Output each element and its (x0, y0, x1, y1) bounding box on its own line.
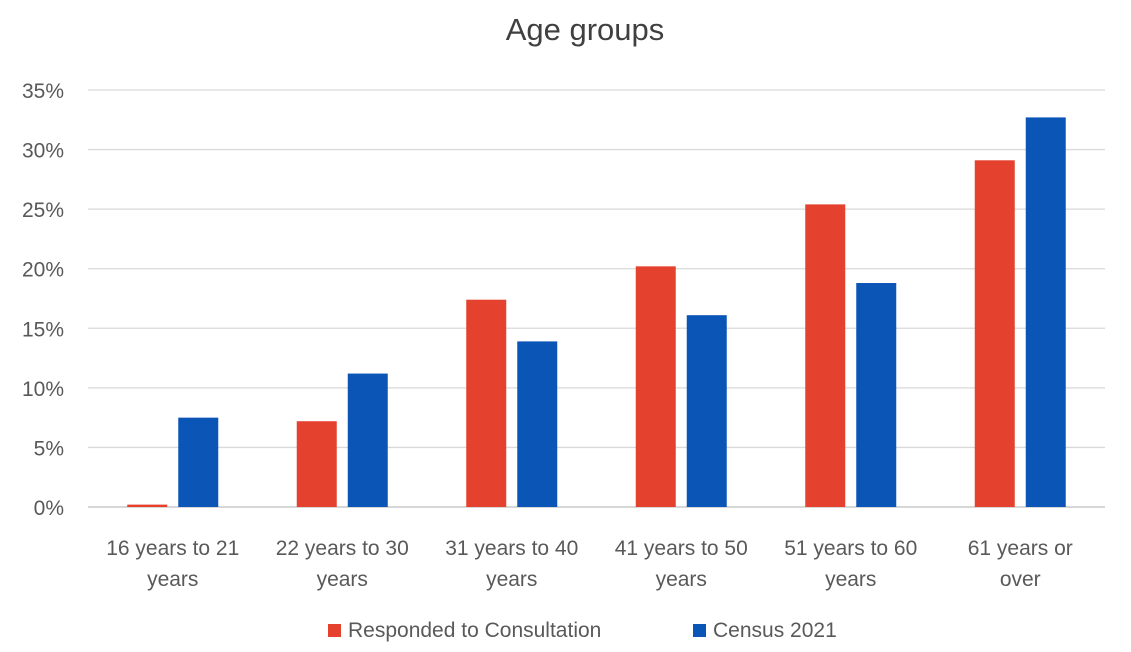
x-tick-label: 41 years to 50 (615, 537, 748, 560)
legend-swatch (328, 624, 341, 637)
bar-census (1025, 117, 1066, 507)
y-tick-label: 35% (22, 80, 64, 103)
x-tick-label: 22 years to 30 (276, 537, 409, 560)
bar-responded (805, 204, 846, 507)
chart-title: Age groups (506, 12, 665, 47)
gridlines (88, 89, 1105, 508)
bar-census (856, 283, 897, 507)
legend-swatch (693, 624, 706, 637)
x-tick-label: 51 years to 60 (784, 537, 917, 560)
y-tick-label: 10% (22, 378, 64, 401)
x-tick-label: years (825, 568, 876, 591)
legend: Responded to Consultation Census 2021 (328, 619, 837, 642)
x-axis: 16 years to 21 years 22 years to 30 years 31… (106, 537, 1073, 591)
x-tick-label: over (1000, 568, 1041, 591)
y-tick-label: 20% (22, 259, 64, 282)
x-tick-label: years (147, 568, 198, 591)
x-tick-label: 31 years to 40 (445, 537, 578, 560)
bar-census (686, 315, 727, 507)
y-tick-label: 5% (34, 437, 64, 460)
bar-responded (635, 266, 676, 507)
bar-responded (974, 160, 1015, 507)
bar-responded (127, 504, 168, 507)
bars (127, 117, 1066, 507)
y-tick-label: 0% (34, 497, 64, 520)
y-tick-label: 30% (22, 140, 64, 163)
x-tick-label: years (317, 568, 368, 591)
legend-label: Responded to Consultation (348, 619, 601, 642)
bar-responded (296, 421, 337, 507)
bar-census (517, 341, 558, 507)
x-tick-label: 16 years to 21 (106, 537, 239, 560)
bar-responded (466, 299, 507, 507)
legend-label: Census 2021 (713, 619, 837, 642)
y-tick-label: 15% (22, 318, 64, 341)
y-axis: 0% 5% 10% 15% 20% 25% 30% 35% (22, 80, 64, 520)
bar-census (347, 373, 388, 507)
bar-census (178, 417, 219, 507)
x-tick-label: years (486, 568, 537, 591)
x-tick-label: 61 years or (968, 537, 1073, 560)
x-tick-label: years (656, 568, 707, 591)
y-tick-label: 25% (22, 199, 64, 222)
